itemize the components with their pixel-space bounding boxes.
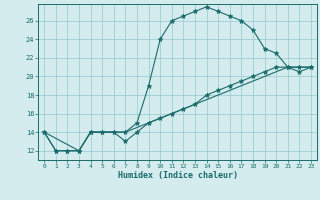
X-axis label: Humidex (Indice chaleur): Humidex (Indice chaleur) xyxy=(118,171,238,180)
